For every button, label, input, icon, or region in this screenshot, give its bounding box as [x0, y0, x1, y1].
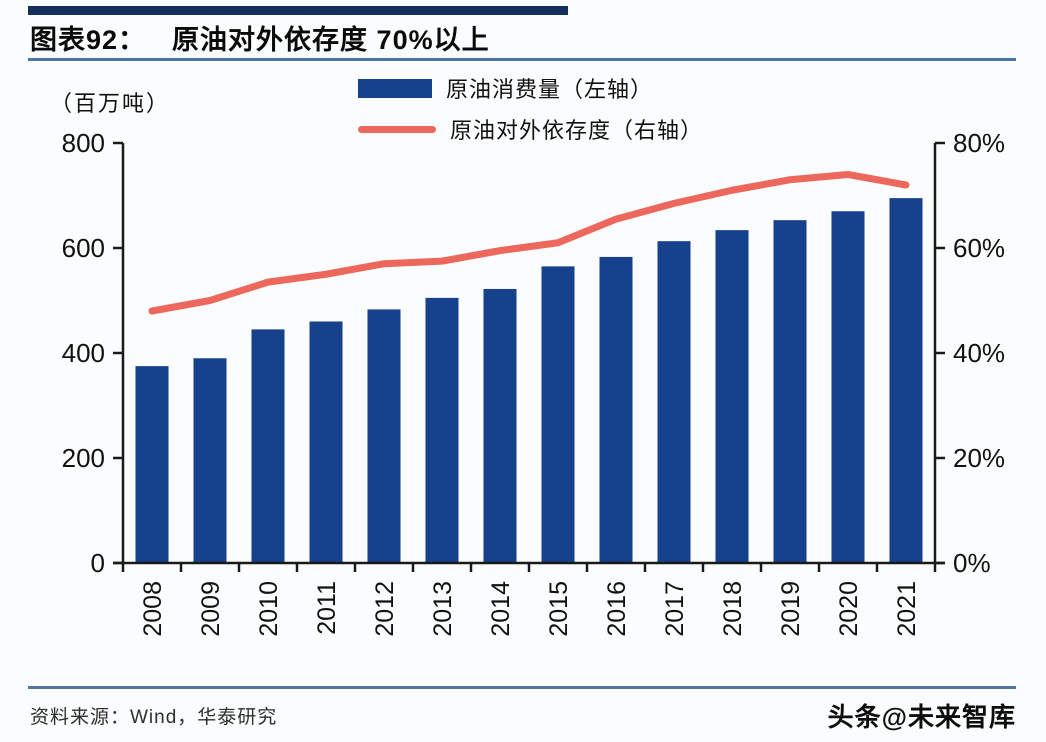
bar-series-swatch [358, 78, 432, 98]
x-category-label: 2014 [487, 581, 515, 637]
legend-item-dependence: 原油对外依存度（右轴） [358, 113, 703, 145]
chart-title-text: 原油对外依存度 70%以上 [172, 25, 490, 55]
bar-2015 [541, 266, 575, 563]
legend-label-dependence: 原油对外依存度（右轴） [450, 118, 704, 143]
page-title: 图表92： 原油对外依存度 70%以上 [30, 18, 1010, 57]
left-tick-label: 800 [62, 128, 105, 158]
top-accent-bar [28, 6, 568, 15]
bar-2014 [483, 288, 517, 563]
x-category-label: 2016 [603, 581, 631, 637]
bar-2009 [193, 358, 227, 563]
left-tick-label: 0 [91, 548, 105, 578]
chart-legend: 原油消费量（左轴） 原油对外依存度（右轴） [358, 72, 703, 145]
x-category-label: 2011 [313, 581, 341, 635]
legend-item-consumption: 原油消费量（左轴） [358, 72, 703, 104]
bar-2013 [425, 297, 459, 563]
right-tick-label: 80% [953, 128, 1005, 158]
bar-2019 [773, 220, 807, 564]
line-series-swatch [358, 125, 436, 133]
bar-2008 [135, 366, 169, 563]
x-category-label: 2020 [835, 581, 863, 637]
left-axis-unit-label: （百万吨） [50, 91, 171, 116]
footer-divider [28, 686, 1016, 689]
bar-2021 [889, 198, 923, 563]
x-category-label: 2008 [139, 581, 167, 637]
right-tick-label: 60% [953, 233, 1005, 263]
bar-2017 [657, 241, 691, 564]
watermark-toutiao: 头条@未来智库 [827, 702, 1016, 732]
x-category-label: 2021 [893, 581, 921, 637]
left-tick-label: 200 [62, 443, 105, 473]
title-divider [28, 58, 1016, 61]
x-category-label: 2017 [661, 581, 689, 637]
left-tick-label: 600 [62, 233, 105, 263]
x-category-label: 2018 [719, 581, 747, 637]
data-source-note: 资料来源：Wind，华泰研究 [30, 707, 278, 728]
chart-number: 图表92： [30, 25, 147, 55]
x-category-label: 2009 [197, 581, 225, 637]
chart-plot-area: 0 200 400 600 800 0% 20% 40% 60% 80% 2008 2009 2010 2… [0, 115, 1046, 660]
right-tick-label: 0% [953, 548, 991, 578]
x-category-label: 2012 [371, 581, 399, 637]
legend-label-consumption: 原油消费量（左轴） [446, 77, 654, 102]
dual-axis-chart: 0 200 400 600 800 0% 20% 40% 60% 80% 2008 2009 2010 2… [62, 128, 1005, 637]
right-tick-label: 20% [953, 443, 1005, 473]
bar-2020 [831, 211, 865, 563]
x-category-label: 2015 [545, 581, 573, 637]
bar-2018 [715, 230, 749, 563]
x-category-label: 2010 [255, 581, 283, 637]
bar-2010 [251, 329, 285, 563]
right-tick-label: 40% [953, 338, 1005, 368]
bar-2011 [309, 321, 343, 563]
bar-2016 [599, 256, 633, 563]
x-category-label: 2019 [777, 581, 805, 637]
x-category-label: 2013 [429, 581, 457, 637]
left-tick-label: 400 [62, 338, 105, 368]
dependence-line [148, 171, 910, 315]
bar-2012 [367, 309, 401, 563]
